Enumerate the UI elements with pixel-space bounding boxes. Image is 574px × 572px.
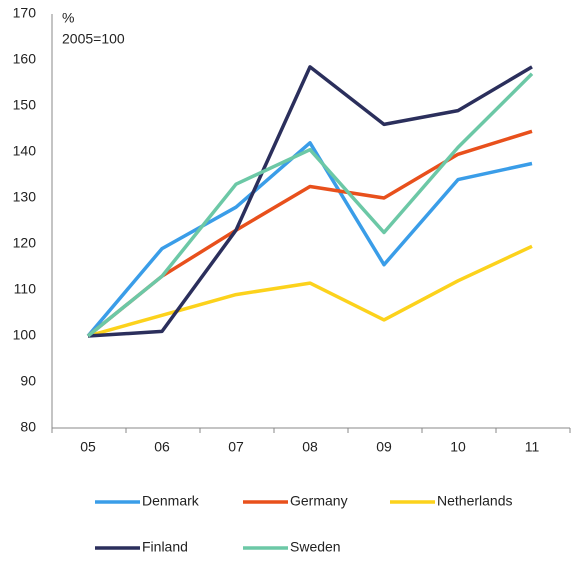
y-tick-label: 100 (13, 327, 37, 343)
series-line (87, 65, 533, 338)
legend-label: Germany (290, 493, 348, 509)
y-tick-label: 160 (13, 51, 37, 67)
legend-label: Finland (142, 539, 188, 555)
y-tick-label: 90 (20, 373, 36, 389)
y-tick-label: 130 (13, 189, 37, 205)
y-tick-label: 80 (20, 419, 36, 435)
series-line (86, 72, 534, 338)
y-tick-label: 150 (13, 97, 37, 113)
legend-label: Sweden (290, 539, 341, 555)
base-annotation: 2005=100 (62, 31, 125, 47)
x-tick-label: 06 (154, 439, 170, 455)
x-tick-label: 10 (450, 439, 466, 455)
x-tick-label: 05 (80, 439, 96, 455)
legend-label: Netherlands (437, 493, 513, 509)
x-tick-label: 09 (376, 439, 392, 455)
x-tick-label: 11 (525, 439, 540, 455)
unit-annotation: % (62, 10, 74, 26)
y-tick-label: 110 (14, 281, 37, 297)
y-tick-label: 120 (13, 235, 37, 251)
x-tick-label: 08 (302, 439, 318, 455)
series-line (86, 141, 533, 338)
y-tick-label: 170 (13, 5, 37, 21)
series-line (86, 129, 533, 338)
series-line (87, 244, 533, 338)
legend-label: Denmark (142, 493, 200, 509)
y-tick-label: 140 (13, 143, 37, 159)
x-tick-label: 07 (228, 439, 244, 455)
